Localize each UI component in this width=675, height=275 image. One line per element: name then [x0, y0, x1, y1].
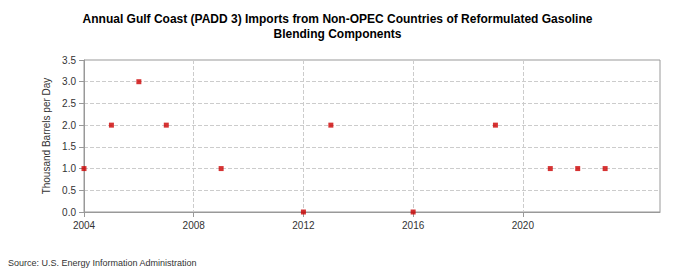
svg-text:3.5: 3.5 [62, 55, 76, 66]
svg-text:0.0: 0.0 [62, 207, 76, 218]
svg-text:Thousand Barrels per Day: Thousand Barrels per Day [41, 78, 52, 195]
svg-text:2.5: 2.5 [62, 98, 76, 109]
svg-text:1.0: 1.0 [62, 163, 76, 174]
svg-text:2012: 2012 [292, 220, 315, 231]
svg-text:2008: 2008 [183, 220, 206, 231]
svg-text:2.0: 2.0 [62, 120, 76, 131]
svg-text:0.5: 0.5 [62, 185, 76, 196]
svg-text:1.5: 1.5 [62, 141, 76, 152]
svg-text:Annual Gulf Coast (PADD 3) Imp: Annual Gulf Coast (PADD 3) Imports from … [83, 12, 593, 26]
svg-text:3.0: 3.0 [62, 76, 76, 87]
svg-text:Blending Components: Blending Components [274, 27, 402, 41]
svg-text:2004: 2004 [73, 220, 96, 231]
svg-text:Source: U.S. Energy Informatio: Source: U.S. Energy Information Administ… [8, 258, 197, 268]
svg-text:2016: 2016 [402, 220, 425, 231]
svg-text:2020: 2020 [512, 220, 535, 231]
